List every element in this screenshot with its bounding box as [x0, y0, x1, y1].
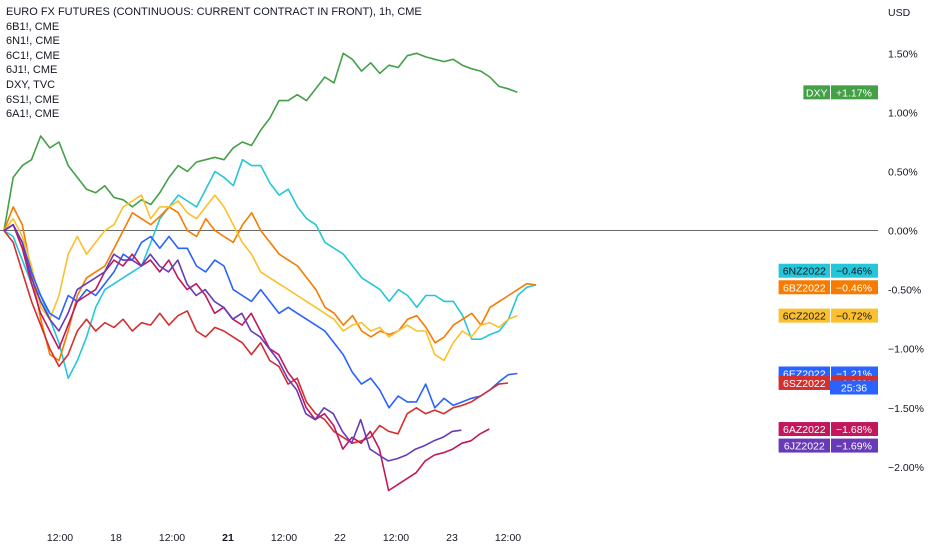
x-tick-label: 12:00	[383, 532, 409, 544]
tag-name-bg-6cz2022	[778, 308, 830, 323]
tag-value-bg-6cz2022	[831, 308, 878, 323]
legend-symbol-dxy: DXY, TVC	[6, 78, 56, 91]
series-line-dxy	[3, 52, 518, 231]
x-tick-label: 12:00	[47, 532, 73, 544]
x-tick-label: 12:00	[159, 532, 185, 544]
legend-symbol-6c1: 6C1!, CME	[6, 49, 60, 62]
tag-value-bg-6jz2022	[831, 438, 878, 453]
series-line-6jz2022	[3, 223, 462, 462]
x-tick-label: 12:00	[495, 532, 521, 544]
tag-name-6sz2022: 6SZ2022	[783, 378, 826, 390]
tag-value-bg-6bz2022	[831, 280, 878, 295]
series-line-6az2022	[3, 223, 490, 492]
legend-symbol-6n1: 6N1!, CME	[6, 35, 60, 48]
tag-name-dxy: DXY	[806, 87, 828, 99]
tag-value-6az2022: −1.68%	[836, 424, 872, 436]
tag-name-bg-6az2022	[778, 422, 830, 437]
series-line-6ez2022	[3, 223, 518, 409]
series-line-6nz2022	[3, 158, 537, 380]
countdown-bg	[830, 380, 878, 395]
x-tick-label: 21	[222, 532, 234, 544]
series-line-6cz2022	[3, 194, 518, 362]
tag-name-6nz2022: 6NZ2022	[783, 266, 826, 278]
tag-value-6nz2022: −0.46%	[836, 266, 872, 278]
x-tick-label: 23	[446, 532, 458, 544]
x-tick-label: 18	[110, 532, 122, 544]
y-tick-label: 1.00%	[888, 107, 918, 119]
y-tick-label: 0.50%	[888, 166, 918, 178]
y-axis-unit: USD	[888, 7, 911, 19]
series-line-6bz2022	[3, 206, 537, 362]
legend-title: EURO FX FUTURES (CONTINUOUS: CURRENT CON…	[6, 6, 422, 18]
tag-name-6bz2022: 6BZ2022	[783, 282, 826, 294]
countdown-timer: 25:36	[841, 383, 867, 395]
chart-legend: EURO FX FUTURES (CONTINUOUS: CURRENT CON…	[6, 5, 422, 122]
legend-symbol-6j1: 6J1!, CME	[6, 64, 58, 77]
tag-name-bg-6nz2022	[778, 263, 830, 278]
x-tick-label: 12:00	[271, 532, 297, 544]
legend-symbol-6b1: 6B1!, CME	[6, 20, 60, 33]
tag-value-6jz2022: −1.69%	[836, 441, 872, 453]
tag-value-bg-6nz2022	[831, 263, 878, 278]
tag-name-6jz2022: 6JZ2022	[784, 441, 825, 453]
tag-value-dxy: +1.17%	[836, 87, 872, 99]
y-tick-label: 1.50%	[888, 48, 918, 60]
y-tick-label: 0.00%	[888, 226, 918, 238]
tag-value-bg-dxy	[831, 85, 878, 100]
y-tick-label: −1.50%	[888, 403, 924, 415]
tag-name-bg-6jz2022	[778, 438, 830, 453]
tag-name-bg-6bz2022	[778, 280, 830, 295]
tag-name-6cz2022: 6CZ2022	[783, 311, 826, 323]
y-tick-label: −2.00%	[888, 462, 924, 474]
tag-value-6cz2022: −0.72%	[836, 311, 872, 323]
y-tick-label: -0.50%	[888, 285, 921, 297]
tag-value-6bz2022: −0.46%	[836, 282, 872, 294]
legend-symbol-6a1: 6A1!, CME	[6, 108, 60, 121]
tag-name-bg-6sz2022	[778, 375, 830, 390]
series-line-6sz2022	[3, 230, 509, 445]
tag-value-bg-6az2022	[831, 422, 878, 437]
tag-name-bg-dxy	[803, 85, 830, 100]
y-tick-label: −1.00%	[888, 344, 924, 356]
legend-symbol-6s1: 6S1!, CME	[6, 93, 60, 106]
x-tick-label: 22	[334, 532, 346, 544]
tag-name-6az2022: 6AZ2022	[783, 424, 826, 436]
